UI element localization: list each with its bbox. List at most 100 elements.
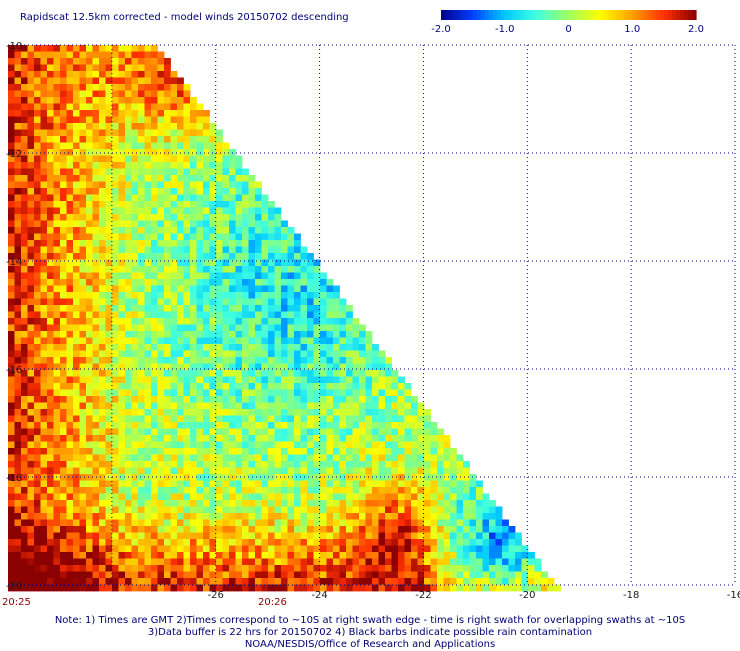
heatmap-cell: [73, 71, 80, 78]
heatmap-cell: [372, 415, 379, 423]
heatmap-cell: [242, 331, 249, 338]
heatmap-cell: [151, 389, 158, 397]
heatmap-cell: [34, 584, 41, 592]
heatmap-cell: [242, 448, 249, 455]
heatmap-cell: [482, 493, 490, 501]
heatmap-cell: [144, 253, 152, 260]
heatmap-cell: [151, 168, 158, 176]
heatmap-cell: [105, 103, 113, 111]
heatmap-cell: [365, 578, 373, 585]
heatmap-cell: [53, 266, 61, 273]
heatmap-cell: [8, 448, 15, 455]
heatmap-cell: [86, 45, 93, 52]
colorbar-swatch: [452, 10, 458, 20]
heatmap-cell: [21, 402, 28, 410]
heatmap-cell: [222, 545, 230, 553]
heatmap-cell: [235, 201, 243, 208]
heatmap-cell: [170, 383, 178, 390]
heatmap-cell: [196, 285, 204, 293]
heatmap-cell: [261, 552, 269, 559]
heatmap-cell: [60, 467, 67, 475]
heatmap-cell: [391, 565, 399, 572]
heatmap-cell: [404, 415, 412, 423]
heatmap-cell: [151, 409, 158, 416]
heatmap-cell: [365, 506, 373, 514]
heatmap-cell: [131, 331, 139, 338]
heatmap-cell: [8, 539, 15, 546]
heatmap-cell: [437, 513, 444, 520]
heatmap-cell: [47, 305, 54, 312]
heatmap-cell: [294, 513, 301, 520]
heatmap-cell: [261, 331, 269, 338]
heatmap-cell: [112, 409, 119, 416]
heatmap-cell: [125, 370, 132, 377]
heatmap-cell: [333, 435, 340, 442]
heatmap-cell: [391, 454, 399, 462]
heatmap-cell: [242, 305, 249, 312]
heatmap-cell: [73, 584, 80, 592]
heatmap-cell: [417, 545, 425, 553]
heatmap-cell: [21, 142, 28, 150]
heatmap-cell: [27, 207, 35, 215]
heatmap-cell: [164, 311, 171, 319]
heatmap-cell: [40, 136, 48, 143]
heatmap-cell: [34, 298, 41, 306]
heatmap-cell: [8, 90, 15, 98]
heatmap-cell: [229, 422, 236, 429]
heatmap-cell: [391, 552, 399, 559]
heatmap-cell: [235, 207, 243, 215]
heatmap-cell: [151, 415, 158, 423]
heatmap-cell: [463, 500, 470, 507]
heatmap-cell: [144, 513, 152, 520]
heatmap-cell: [14, 565, 22, 572]
heatmap-cell: [333, 545, 340, 553]
heatmap-cell: [229, 435, 236, 442]
heatmap-cell: [47, 435, 54, 442]
heatmap-cell: [118, 415, 126, 423]
heatmap-cell: [307, 272, 314, 280]
heatmap-cell: [274, 272, 282, 280]
heatmap-cell: [86, 448, 93, 455]
heatmap-cell: [14, 500, 22, 507]
heatmap-cell: [222, 461, 230, 468]
heatmap-cell: [372, 441, 379, 449]
heatmap-cell: [196, 279, 204, 286]
heatmap-cell: [235, 539, 243, 546]
heatmap-cell: [411, 565, 418, 572]
heatmap-cell: [424, 571, 431, 579]
heatmap-cell: [14, 64, 22, 72]
heatmap-cell: [209, 428, 217, 436]
heatmap-cell: [66, 363, 74, 371]
heatmap-cell: [14, 220, 22, 228]
heatmap-cell: [391, 402, 399, 410]
heatmap-cell: [79, 123, 87, 130]
heatmap-cell: [34, 506, 41, 514]
heatmap-cell: [495, 571, 503, 579]
heatmap-cell: [105, 578, 113, 585]
heatmap-cell: [112, 402, 119, 410]
colorbar-swatch: [652, 10, 657, 20]
heatmap-cell: [79, 240, 87, 247]
heatmap-cell: [391, 448, 399, 455]
heatmap-cell: [21, 175, 28, 182]
heatmap-cell: [352, 454, 360, 462]
heatmap-cell: [40, 519, 48, 527]
heatmap-cell: [346, 480, 353, 488]
heatmap-cell: [235, 454, 243, 462]
heatmap-cell: [274, 383, 282, 390]
heatmap-cell: [125, 64, 132, 72]
heatmap-cell: [8, 253, 15, 260]
heatmap-cell: [346, 558, 353, 566]
heatmap-cell: [463, 467, 470, 475]
heatmap-cell: [14, 448, 22, 455]
heatmap-cell: [53, 519, 61, 527]
heatmap-cell: [66, 214, 74, 221]
heatmap-cell: [203, 233, 210, 241]
heatmap-cell: [144, 136, 152, 143]
heatmap-cell: [27, 402, 35, 410]
heatmap-cell: [27, 461, 35, 468]
heatmap-cell: [391, 370, 399, 377]
heatmap-cell: [60, 480, 67, 488]
heatmap-cell: [131, 389, 139, 397]
heatmap-cell: [248, 519, 256, 527]
